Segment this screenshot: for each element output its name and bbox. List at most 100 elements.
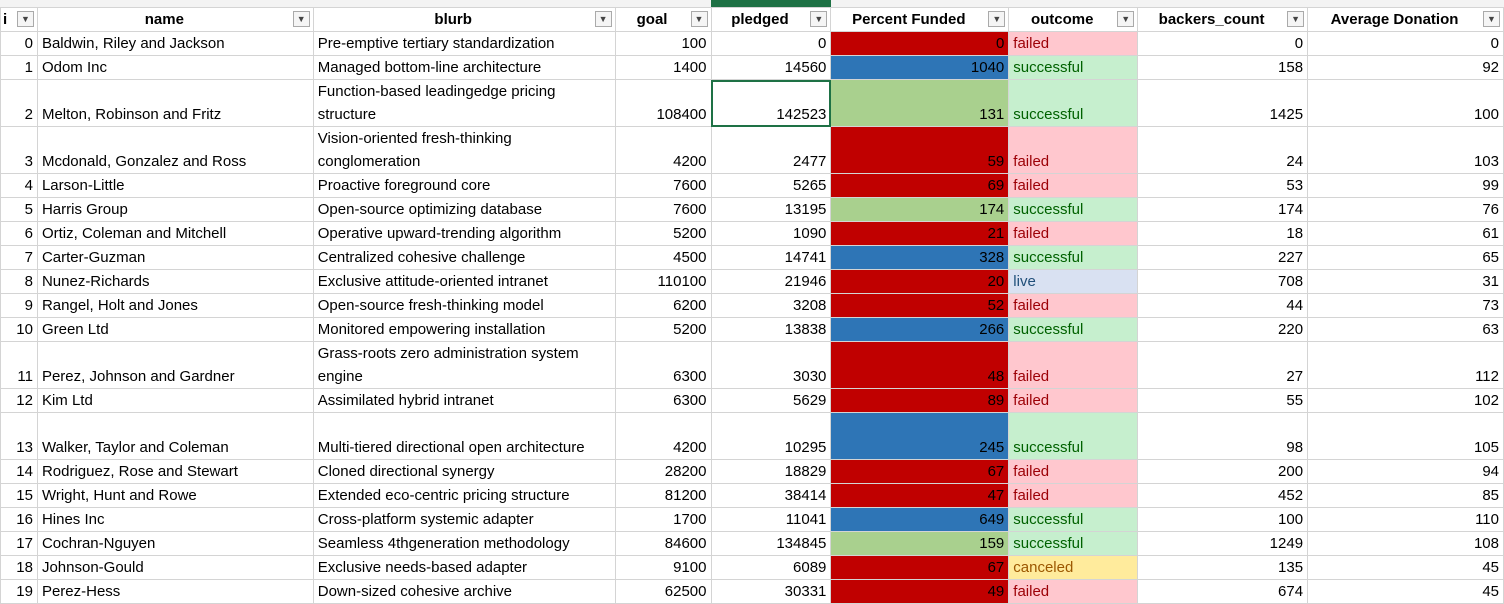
cell-outcome[interactable]: failed (1008, 173, 1139, 198)
cell-blurb[interactable]: Seamless 4thgeneration methodology (312, 531, 616, 556)
filter-dropdown-icon[interactable]: ▼ (988, 11, 1006, 27)
cell-goal[interactable]: 4500 (614, 245, 712, 270)
cell-pf[interactable]: 48 (830, 341, 1010, 389)
cell-i[interactable]: 19 (0, 579, 38, 604)
cell-outcome[interactable]: successful (1008, 245, 1139, 270)
cell-backers[interactable]: 135 (1137, 555, 1309, 580)
cell-i[interactable]: 3 (0, 126, 38, 174)
cell-pledged[interactable]: 134845 (710, 531, 832, 556)
cell-blurb[interactable]: Extended eco-centric pricing structure (312, 483, 616, 508)
cell-goal[interactable]: 1400 (614, 55, 712, 80)
cell-goal[interactable]: 28200 (614, 459, 712, 484)
header-goal[interactable]: goal ▼ (614, 7, 712, 32)
filter-dropdown-icon[interactable]: ▼ (1117, 11, 1135, 27)
cell-goal[interactable]: 5200 (614, 221, 712, 246)
cell-i[interactable]: 10 (0, 317, 38, 342)
cell-outcome[interactable]: failed (1008, 221, 1139, 246)
cell-pf[interactable]: 21 (830, 221, 1010, 246)
cell-blurb[interactable]: Proactive foreground core (312, 173, 616, 198)
cell-avg[interactable]: 102 (1307, 388, 1504, 413)
cell-i[interactable]: 6 (0, 221, 38, 246)
cell-pledged[interactable]: 5265 (710, 173, 832, 198)
cell-pf[interactable]: 174 (830, 197, 1010, 222)
cell-goal[interactable]: 9100 (614, 555, 712, 580)
cell-name[interactable]: Walker, Taylor and Coleman (36, 412, 314, 460)
cell-name[interactable]: Wright, Hunt and Rowe (36, 483, 314, 508)
cell-name[interactable]: Baldwin, Riley and Jackson (36, 31, 314, 56)
cell-outcome[interactable]: failed (1008, 388, 1139, 413)
cell-i[interactable]: 12 (0, 388, 38, 413)
cell-blurb[interactable]: Vision-oriented fresh-thinking conglomer… (312, 126, 616, 174)
cell-pf[interactable]: 89 (830, 388, 1010, 413)
cell-pledged[interactable]: 30331 (710, 579, 832, 604)
header-outcome[interactable]: outcome ▼ (1008, 7, 1139, 32)
cell-goal[interactable]: 108400 (614, 79, 712, 127)
cell-pf[interactable]: 59 (830, 126, 1010, 174)
cell-name[interactable]: Nunez-Richards (36, 269, 314, 294)
cell-outcome[interactable]: successful (1008, 55, 1139, 80)
cell-pledged[interactable]: 1090 (710, 221, 832, 246)
cell-goal[interactable]: 6300 (614, 341, 712, 389)
filter-dropdown-icon[interactable]: ▼ (1483, 11, 1500, 27)
cell-goal[interactable]: 6200 (614, 293, 712, 318)
cell-goal[interactable]: 1700 (614, 507, 712, 532)
header-avg[interactable]: Average Donation ▼ (1307, 7, 1504, 32)
cell-i[interactable]: 13 (0, 412, 38, 460)
cell-backers[interactable]: 0 (1137, 31, 1309, 56)
cell-goal[interactable]: 7600 (614, 197, 712, 222)
cell-avg[interactable]: 73 (1307, 293, 1504, 318)
cell-outcome[interactable]: successful (1008, 197, 1139, 222)
cell-pledged[interactable]: 14560 (710, 55, 832, 80)
cell-pf[interactable]: 49 (830, 579, 1010, 604)
cell-backers[interactable]: 55 (1137, 388, 1309, 413)
cell-pledged[interactable]: 142523 (710, 79, 832, 127)
cell-pledged[interactable]: 18829 (710, 459, 832, 484)
cell-pledged[interactable]: 6089 (710, 555, 832, 580)
cell-pf[interactable]: 67 (830, 555, 1010, 580)
cell-avg[interactable]: 103 (1307, 126, 1504, 174)
cell-goal[interactable]: 62500 (614, 579, 712, 604)
cell-i[interactable]: 2 (0, 79, 38, 127)
cell-avg[interactable]: 108 (1307, 531, 1504, 556)
cell-backers[interactable]: 44 (1137, 293, 1309, 318)
cell-name[interactable]: Odom Inc (36, 55, 314, 80)
cell-i[interactable]: 11 (0, 341, 38, 389)
cell-backers[interactable]: 708 (1137, 269, 1309, 294)
cell-backers[interactable]: 53 (1137, 173, 1309, 198)
cell-pledged[interactable]: 3208 (710, 293, 832, 318)
cell-name[interactable]: Hines Inc (36, 507, 314, 532)
cell-pledged[interactable]: 13195 (710, 197, 832, 222)
cell-avg[interactable]: 65 (1307, 245, 1504, 270)
filter-dropdown-icon[interactable]: ▼ (1287, 11, 1305, 27)
cell-pledged[interactable]: 10295 (710, 412, 832, 460)
cell-goal[interactable]: 4200 (614, 126, 712, 174)
header-pf[interactable]: Percent Funded ▼ (830, 7, 1010, 32)
cell-outcome[interactable]: failed (1008, 459, 1139, 484)
cell-goal[interactable]: 81200 (614, 483, 712, 508)
cell-i[interactable]: 1 (0, 55, 38, 80)
cell-blurb[interactable]: Open-source optimizing database (312, 197, 616, 222)
cell-name[interactable]: Perez-Hess (36, 579, 314, 604)
cell-blurb[interactable]: Centralized cohesive challenge (312, 245, 616, 270)
cell-outcome[interactable]: successful (1008, 507, 1139, 532)
cell-i[interactable]: 14 (0, 459, 38, 484)
cell-outcome[interactable]: failed (1008, 31, 1139, 56)
cell-pf[interactable]: 0 (830, 31, 1010, 56)
cell-blurb[interactable]: Monitored empowering installation (312, 317, 616, 342)
cell-pf[interactable]: 649 (830, 507, 1010, 532)
cell-pf[interactable]: 67 (830, 459, 1010, 484)
header-backers[interactable]: backers_count ▼ (1137, 7, 1309, 32)
cell-goal[interactable]: 110100 (614, 269, 712, 294)
cell-blurb[interactable]: Exclusive needs-based adapter (312, 555, 616, 580)
header-idx[interactable]: i ▼ (0, 7, 38, 32)
cell-avg[interactable]: 112 (1307, 341, 1504, 389)
cell-outcome[interactable]: failed (1008, 341, 1139, 389)
cell-blurb[interactable]: Managed bottom-line architecture (312, 55, 616, 80)
cell-avg[interactable]: 45 (1307, 555, 1504, 580)
cell-i[interactable]: 15 (0, 483, 38, 508)
filter-dropdown-icon[interactable]: ▼ (690, 11, 708, 27)
cell-backers[interactable]: 227 (1137, 245, 1309, 270)
cell-pf[interactable]: 131 (830, 79, 1010, 127)
cell-backers[interactable]: 1425 (1137, 79, 1309, 127)
cell-goal[interactable]: 5200 (614, 317, 712, 342)
